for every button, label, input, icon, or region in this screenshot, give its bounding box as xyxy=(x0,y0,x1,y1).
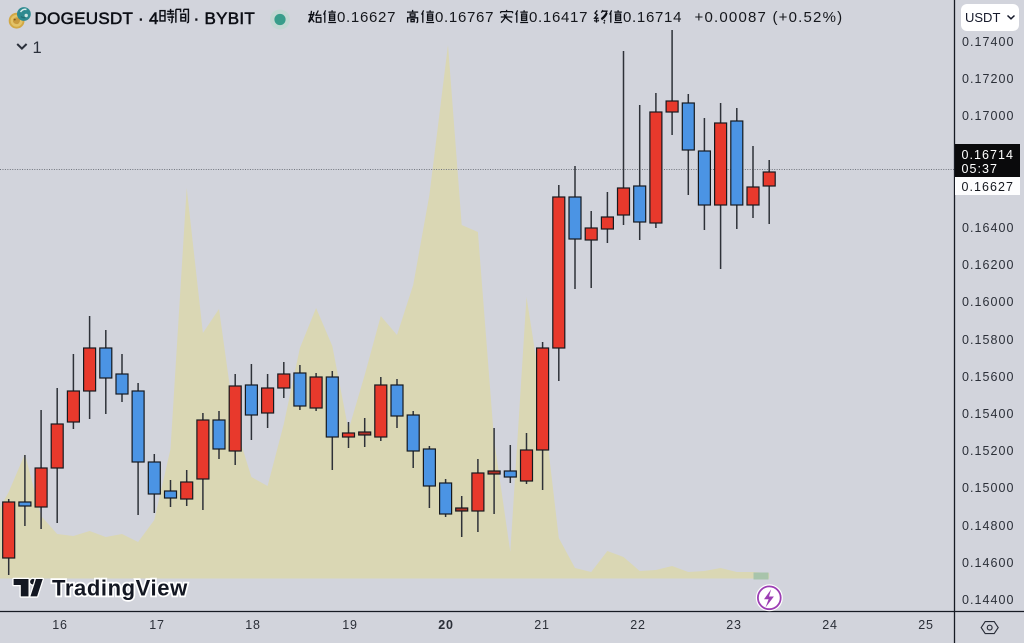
svg-text:0.17200: 0.17200 xyxy=(962,72,1015,86)
svg-text:25: 25 xyxy=(918,618,934,632)
svg-text:0.16417: 0.16417 xyxy=(529,9,588,26)
svg-text:05:37: 05:37 xyxy=(962,162,999,176)
svg-text:23: 23 xyxy=(726,618,742,632)
svg-text:0.16400: 0.16400 xyxy=(962,221,1015,235)
svg-text:22: 22 xyxy=(630,618,646,632)
svg-text:0.15400: 0.15400 xyxy=(962,407,1015,421)
svg-text:16: 16 xyxy=(52,618,68,632)
svg-text:0.15000: 0.15000 xyxy=(962,481,1015,495)
svg-text:DOGEUSDT · 4: DOGEUSDT · 4 xyxy=(35,9,159,28)
svg-text:+0.00087 (+0.52%): +0.00087 (+0.52%) xyxy=(695,9,844,26)
svg-text:20: 20 xyxy=(438,618,454,632)
svg-text:· BYBIT: · BYBIT xyxy=(194,9,256,28)
svg-text:0.17400: 0.17400 xyxy=(962,35,1015,49)
svg-text:17: 17 xyxy=(149,618,165,632)
svg-text:18: 18 xyxy=(245,618,261,632)
svg-text:1: 1 xyxy=(33,39,42,57)
svg-text:TradingView: TradingView xyxy=(52,576,188,601)
svg-text:0.15600: 0.15600 xyxy=(962,370,1015,384)
svg-text:0.16714: 0.16714 xyxy=(623,9,682,26)
svg-text:0.16627: 0.16627 xyxy=(962,180,1015,194)
svg-text:24: 24 xyxy=(822,618,838,632)
svg-text:0.15800: 0.15800 xyxy=(962,333,1015,347)
svg-text:0.14800: 0.14800 xyxy=(962,519,1015,533)
svg-text:21: 21 xyxy=(534,618,550,632)
svg-text:0.16767: 0.16767 xyxy=(435,9,494,26)
svg-text:0.14400: 0.14400 xyxy=(962,593,1015,607)
svg-text:0.16714: 0.16714 xyxy=(962,148,1015,162)
svg-text:0.14600: 0.14600 xyxy=(962,556,1015,570)
svg-text:19: 19 xyxy=(342,618,358,632)
svg-text:0.16000: 0.16000 xyxy=(962,295,1015,309)
svg-text:0.15200: 0.15200 xyxy=(962,444,1015,458)
svg-text:0.16627: 0.16627 xyxy=(337,9,396,26)
svg-text:USDT: USDT xyxy=(965,10,1000,25)
svg-text:0.16200: 0.16200 xyxy=(962,258,1015,272)
svg-text:0.17000: 0.17000 xyxy=(962,109,1015,123)
